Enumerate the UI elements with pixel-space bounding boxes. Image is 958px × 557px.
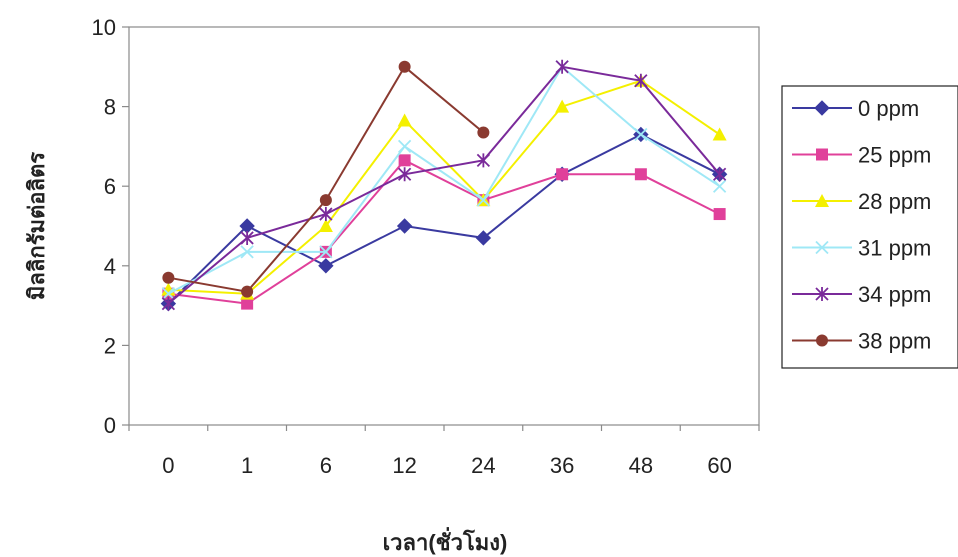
x-tick-label: 60 bbox=[707, 453, 731, 478]
legend-marker bbox=[815, 240, 829, 255]
data-point bbox=[397, 113, 412, 127]
data-point bbox=[634, 168, 647, 181]
data-point bbox=[162, 271, 175, 284]
legend-label: 31 ppm bbox=[858, 236, 931, 261]
data-point bbox=[319, 207, 333, 222]
data-point bbox=[240, 245, 254, 259]
y-axis-title: มิลลิกรัมต่อลิตร bbox=[24, 152, 49, 300]
legend-label: 34 ppm bbox=[858, 282, 931, 307]
data-point bbox=[634, 127, 648, 142]
legend-label: 25 ppm bbox=[858, 143, 931, 168]
legend-entry: 28 ppm bbox=[792, 189, 931, 214]
series-line bbox=[168, 79, 721, 295]
y-tick-label: 2 bbox=[104, 333, 116, 358]
series-5 bbox=[162, 60, 490, 298]
y-tick-label: 4 bbox=[104, 254, 116, 279]
legend-box bbox=[781, 85, 958, 369]
x-tick-label: 6 bbox=[320, 453, 332, 478]
legend-entry: 34 ppm bbox=[792, 282, 931, 307]
x-tick-label: 36 bbox=[550, 453, 574, 478]
data-point bbox=[241, 285, 254, 298]
x-tick-label: 0 bbox=[162, 453, 174, 478]
series-line bbox=[168, 159, 721, 305]
data-point bbox=[319, 194, 332, 207]
data-point bbox=[555, 59, 569, 74]
data-point bbox=[240, 230, 254, 245]
data-point bbox=[398, 60, 411, 73]
legend-marker bbox=[815, 194, 829, 207]
data-point bbox=[241, 297, 254, 310]
data-point bbox=[555, 99, 570, 113]
data-point bbox=[712, 167, 727, 182]
x-tick-label: 24 bbox=[471, 453, 495, 478]
data-point bbox=[398, 154, 411, 167]
x-tick-label: 48 bbox=[629, 453, 653, 478]
legend-entry: 31 ppm bbox=[792, 236, 931, 261]
data-point bbox=[161, 287, 176, 301]
legend: 0 ppm 25 ppm 28 ppm 31 ppm 34 ppm 38 ppm bbox=[781, 85, 958, 369]
legend-entry: 25 ppm bbox=[792, 143, 931, 168]
x-tick-label: 12 bbox=[392, 453, 416, 478]
data-point bbox=[476, 193, 491, 207]
data-point bbox=[477, 126, 490, 139]
y-tick-label: 6 bbox=[104, 174, 116, 199]
x-axis-title: เวลา(ชั่วโมง) bbox=[383, 526, 508, 555]
data-point bbox=[634, 73, 648, 88]
y-tick-label: 8 bbox=[104, 95, 116, 120]
series-line bbox=[167, 133, 721, 305]
series-line bbox=[167, 65, 721, 295]
legend-label: 28 ppm bbox=[858, 189, 931, 214]
legend-marker bbox=[816, 148, 828, 161]
data-point bbox=[397, 139, 412, 154]
series-layer bbox=[160, 59, 728, 312]
data-point bbox=[712, 179, 727, 193]
data-point bbox=[161, 296, 176, 311]
legend-marker bbox=[814, 100, 830, 116]
legend-marker bbox=[815, 287, 829, 301]
y-tick-label: 0 bbox=[104, 413, 116, 438]
y-axis: 0 2 4 6 8 10 bbox=[92, 15, 129, 438]
x-axis: 0 1 6 12 24 36 48 60 bbox=[128, 425, 760, 478]
data-point bbox=[713, 208, 726, 221]
legend-marker bbox=[816, 334, 828, 347]
series-line bbox=[167, 65, 721, 305]
legend-entry: 0 ppm bbox=[792, 96, 919, 121]
plot-area bbox=[128, 26, 760, 426]
legend-label: 0 ppm bbox=[858, 96, 919, 121]
data-point bbox=[318, 258, 334, 274]
y-tick-label: 10 bbox=[92, 15, 116, 40]
x-tick-label: 1 bbox=[241, 453, 253, 478]
data-point bbox=[396, 218, 413, 234]
data-point bbox=[556, 168, 569, 181]
data-point bbox=[319, 245, 333, 259]
data-point bbox=[475, 230, 492, 246]
data-point bbox=[318, 219, 333, 232]
legend-entry: 38 ppm bbox=[792, 329, 931, 354]
series-4 bbox=[161, 59, 727, 311]
data-point bbox=[712, 127, 727, 141]
legend-label: 38 ppm bbox=[858, 329, 931, 354]
data-point bbox=[397, 167, 412, 182]
data-point bbox=[476, 153, 491, 168]
